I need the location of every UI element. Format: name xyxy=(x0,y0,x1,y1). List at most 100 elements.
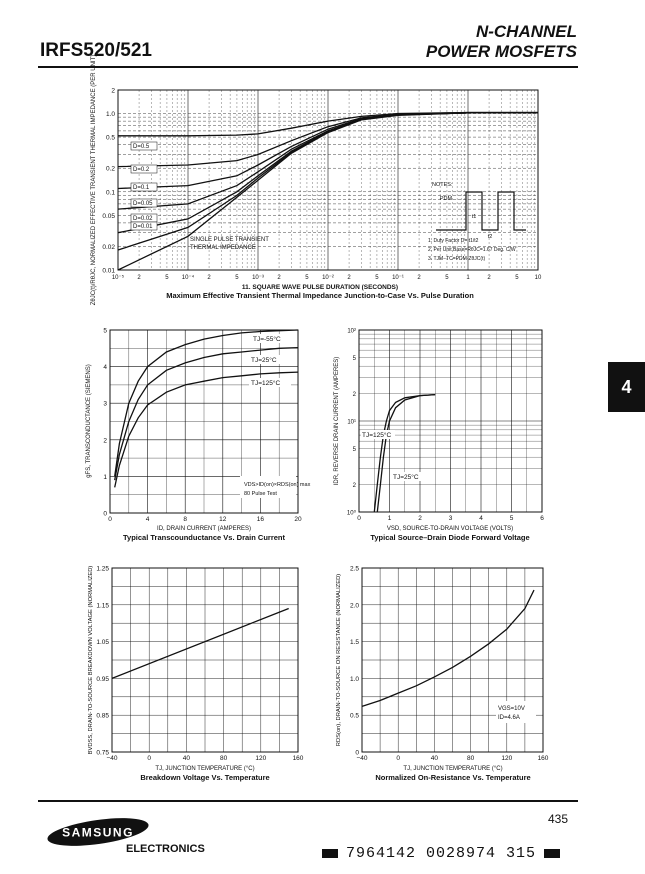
t2-label: t2 xyxy=(488,234,493,240)
series-label-box xyxy=(130,141,158,151)
logo-brand: SAMSUNG xyxy=(62,826,134,840)
x-tick-label: 10⁻⁵ xyxy=(112,274,125,281)
pdm-label: PDM xyxy=(440,196,453,202)
x-axis-label: 11. SQUARE WAVE PULSE DURATION (SECONDS) xyxy=(242,284,398,291)
x-axis-label: ID, DRAIN CURRENT (AMPERES) xyxy=(157,526,251,532)
y-tick-label: 2 xyxy=(353,392,357,398)
y-tick-label: 0.95 xyxy=(96,676,109,683)
series-line xyxy=(111,607,289,680)
x-tick-label: 120 xyxy=(255,755,266,762)
series-line xyxy=(114,371,299,488)
x-axis-label: TJ, JUNCTION TEMPERATURE (°C) xyxy=(403,766,502,772)
single-pulse-label-2: THERMAL IMPEDANCE xyxy=(190,245,256,251)
x-tick-label: 12 xyxy=(219,516,227,523)
x-tick-label: 1 xyxy=(466,275,470,281)
footer-code: 7964142 0028974 315 xyxy=(322,845,561,862)
x-tick-label: 5 xyxy=(375,275,379,281)
test-condition-2: ID=4.6A xyxy=(498,715,520,721)
series-label-box xyxy=(130,164,158,174)
x-tick-label: 2 xyxy=(487,275,491,281)
series-label: D=0.05 xyxy=(133,201,153,207)
y-tick-label: 0 xyxy=(355,750,359,757)
series-line xyxy=(373,393,436,513)
x-axis-label: VSD, SOURCE-TO-DRAIN VOLTAGE (VOLTS) xyxy=(387,526,513,532)
y-tick-label: 1.0 xyxy=(350,676,359,683)
test-condition-1: VDS>ID(on)×RDS(on) max xyxy=(244,482,311,488)
x-tick-label: 5 xyxy=(445,275,449,281)
y-tick-label: 0.5 xyxy=(350,713,359,720)
x-tick-label: 3 xyxy=(449,515,453,522)
x-tick-label: 2 xyxy=(207,275,211,281)
x-tick-label: 6 xyxy=(540,515,544,522)
x-tick-label: 2 xyxy=(417,275,421,281)
x-tick-label: 80 xyxy=(220,755,228,762)
part-number: IRFS520/521 xyxy=(40,40,152,61)
chart-breakdown: −40 0 40 80 120 160 1.25 1.15 1.05 0.95 0.85 0.75 TJ… xyxy=(88,566,304,783)
series-line xyxy=(376,393,436,513)
x-tick-label: 0 xyxy=(357,515,361,522)
x-tick-label: 80 xyxy=(467,755,475,762)
series-label: TJ=25°C xyxy=(251,356,277,364)
y-tick-label: 1.05 xyxy=(96,639,109,646)
y-tick-label: 4 xyxy=(103,364,107,371)
test-note-bg xyxy=(240,476,296,498)
series-label: D=0.2 xyxy=(133,167,150,173)
x-tick-label: 4 xyxy=(479,515,483,522)
y-tick-label: 0.01 xyxy=(102,268,115,275)
chart-title: Maximum Effective Transient Thermal Impe… xyxy=(166,291,474,300)
series-line xyxy=(361,589,535,708)
y-tick-label: 2.0 xyxy=(350,602,359,609)
t1-label: t1 xyxy=(472,214,477,220)
y-tick-label: 5 xyxy=(353,356,357,362)
title-line-1: N-CHANNEL xyxy=(475,22,577,41)
x-tick-label: 4 xyxy=(146,516,150,523)
series-label-bg xyxy=(249,378,291,387)
series-label-bg xyxy=(249,355,291,364)
y-tick-label: 1.5 xyxy=(350,639,359,646)
y-tick-label: 1.15 xyxy=(96,602,109,609)
chart-thermal: 10⁻⁵ 2 5 10⁻⁴ 2 5 10⁻³ 2 5 10⁻² 2 5 10⁻¹ 2 5 1 2 5 10 2 1.0 0… xyxy=(91,55,542,305)
series-line xyxy=(117,112,538,271)
x-tick-label: 5 xyxy=(515,275,519,281)
y-tick-label: 0.5 xyxy=(106,135,115,142)
y-tick-label: 10² xyxy=(347,329,356,335)
series-label-box xyxy=(130,182,158,192)
x-tick-label: 8 xyxy=(183,516,187,523)
section-tab[interactable]: 4 xyxy=(608,362,645,412)
y-axis-label: gFS, TRANSCONDUCTANCE (SIEMENS) xyxy=(86,364,92,477)
x-tick-label: 20 xyxy=(294,516,302,523)
x-tick-label: 10 xyxy=(535,275,542,281)
y-tick-label: 5 xyxy=(103,328,107,335)
y-tick-label: 0.75 xyxy=(96,750,109,757)
title-line-2: POWER MOSFETS xyxy=(425,42,577,61)
x-tick-label: 10⁻¹ xyxy=(392,275,404,281)
x-tick-label: 5 xyxy=(235,275,239,281)
series-line xyxy=(114,346,299,481)
test-condition-2: 80 Pulse Test xyxy=(244,491,277,497)
x-axis-label: TJ, JUNCTION TEMPERATURE (°C) xyxy=(155,766,254,772)
series-label: D=0.02 xyxy=(133,216,153,222)
x-tick-label: −40 xyxy=(356,755,367,762)
series-label-bg xyxy=(392,472,424,481)
y-tick-label: 1 xyxy=(103,474,107,481)
x-tick-label: 0 xyxy=(147,755,151,762)
y-axis-label: BVDSS, DRAIN-TO-SOURCE BREAKDOWN VOLTAGE… xyxy=(88,566,94,755)
x-tick-label: 5 xyxy=(305,275,309,281)
x-tick-label: 40 xyxy=(183,755,191,762)
x-tick-label: 0 xyxy=(108,516,112,523)
x-tick-label: 10⁻³ xyxy=(252,275,264,281)
y-tick-label: 0.85 xyxy=(96,713,109,720)
x-tick-label: 2 xyxy=(418,515,422,522)
chart-title: Typical Source–Drain Diode Forward Volta… xyxy=(370,533,529,542)
test-condition-1: VGS=10V xyxy=(498,706,525,712)
samsung-logo: SAMSUNG xyxy=(47,818,149,846)
x-tick-label: 160 xyxy=(293,755,304,762)
y-tick-label: 0.05 xyxy=(102,213,115,220)
y-tick-label: 0.1 xyxy=(106,189,115,196)
single-pulse-label-1: SINGLE PULSE TRANSIENT xyxy=(190,237,269,243)
division-name: ELECTRONICS xyxy=(126,843,205,855)
code-text: 7964142 0028974 315 xyxy=(346,845,537,862)
pulse-waveform xyxy=(436,191,526,231)
x-tick-label: 160 xyxy=(538,755,549,762)
